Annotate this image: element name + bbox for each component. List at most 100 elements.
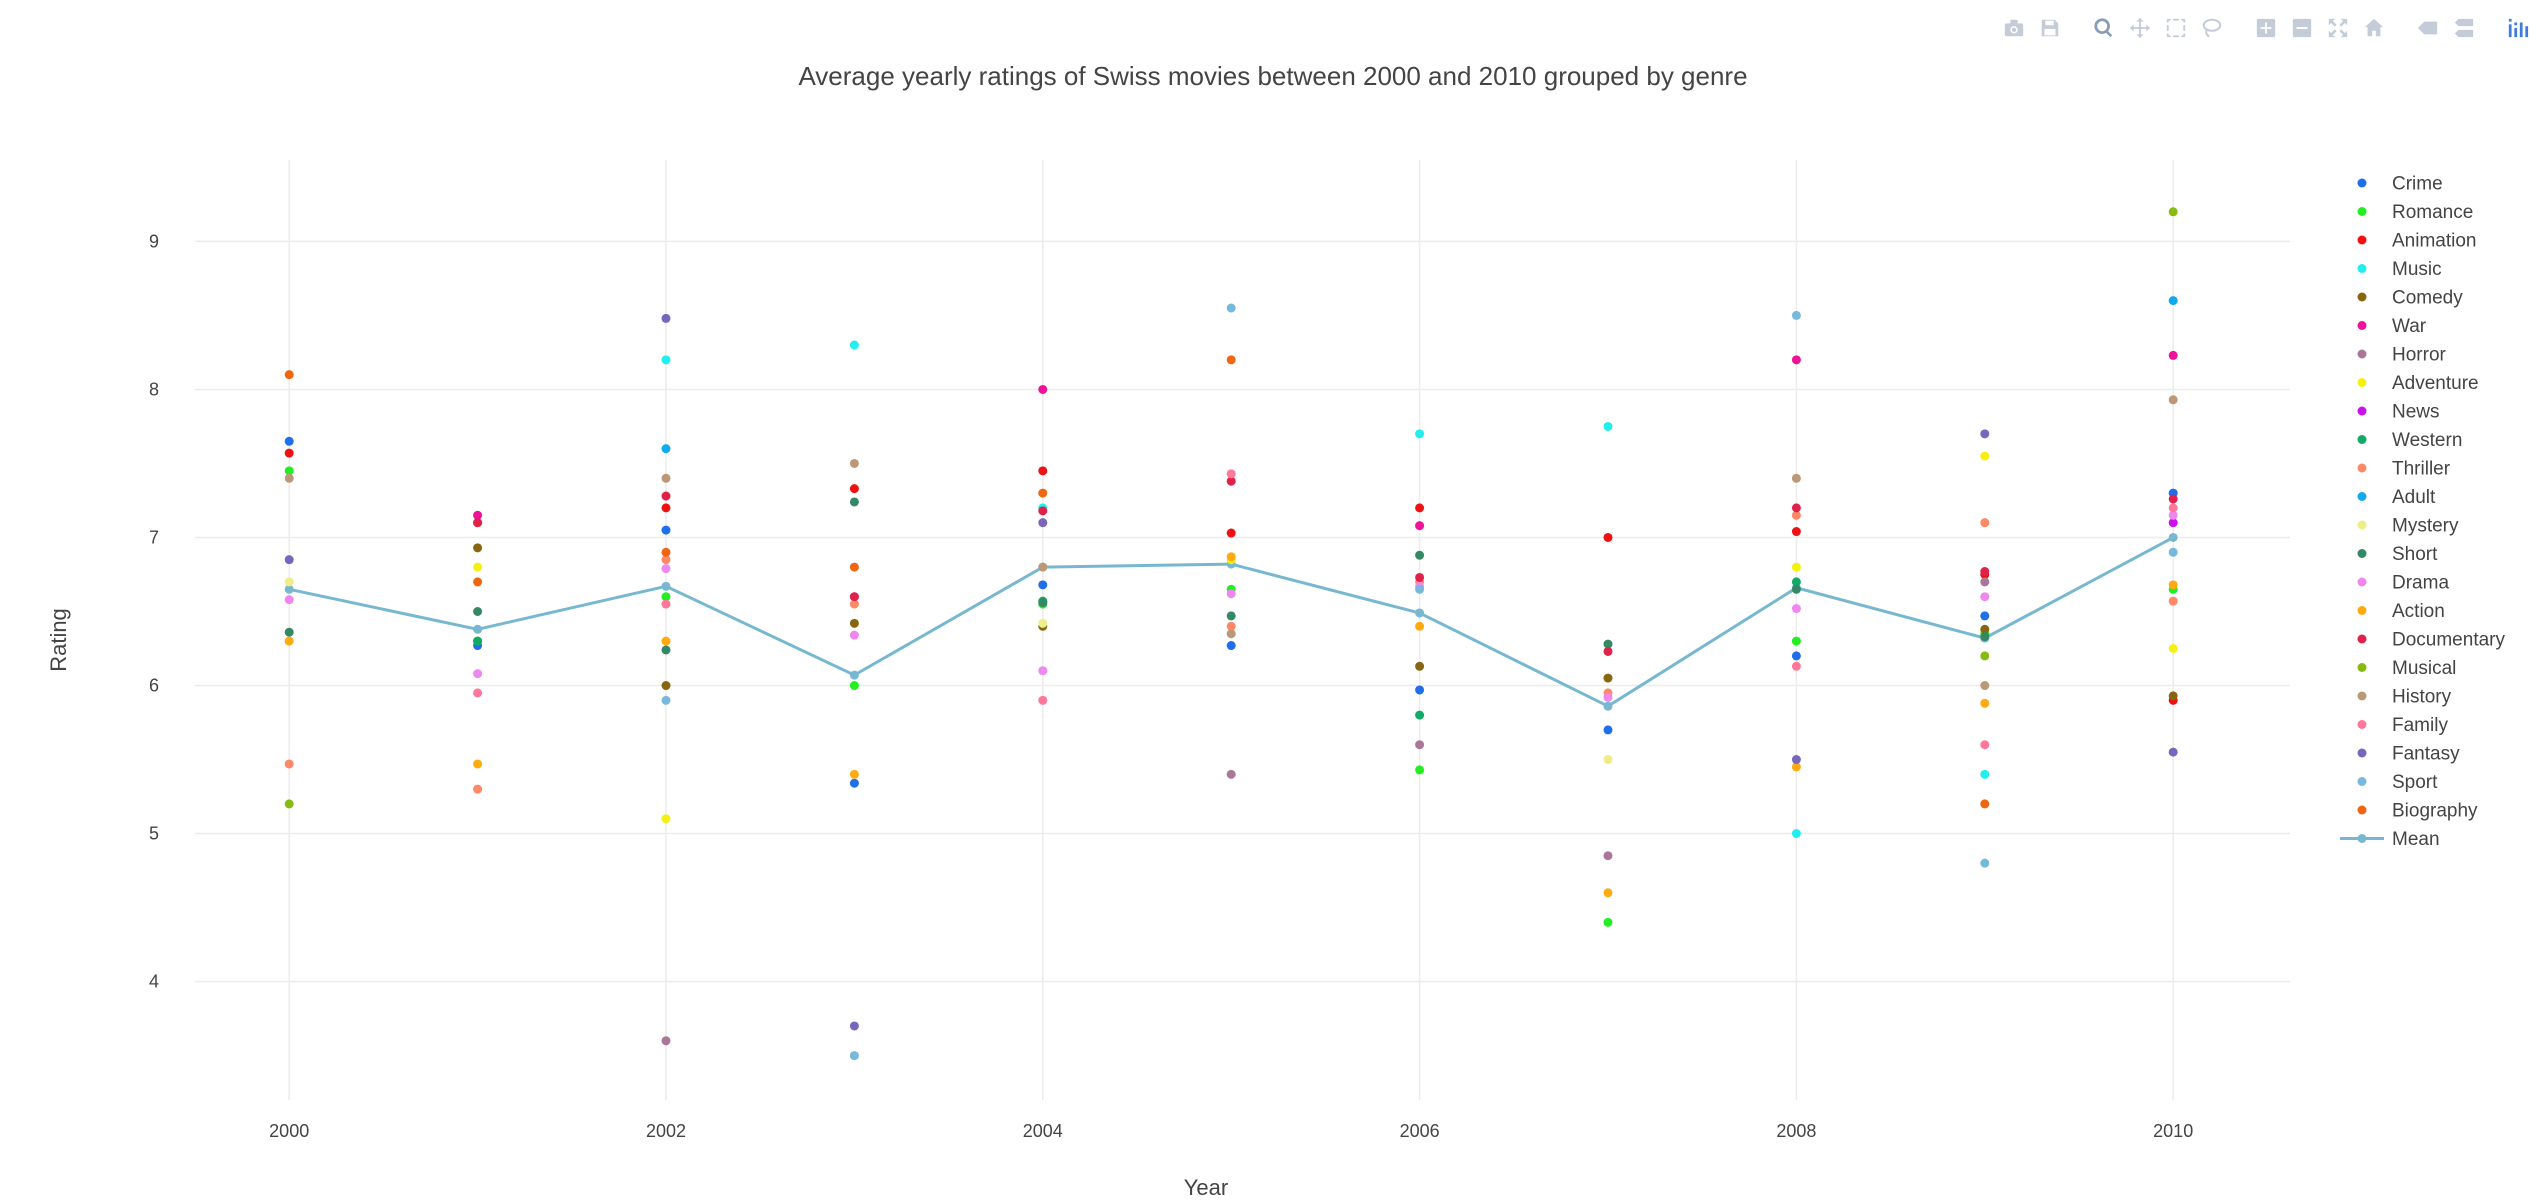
zoom-out-button[interactable]	[2286, 12, 2318, 44]
point-documentary[interactable]	[661, 491, 671, 501]
point-documentary[interactable]	[473, 518, 483, 528]
point-drama[interactable]	[284, 595, 294, 605]
point-crime[interactable]	[1226, 641, 1236, 651]
compare-hover-button[interactable]	[2448, 12, 2480, 44]
point-drama[interactable]	[1980, 592, 1990, 602]
legend-item-adventure[interactable]: Adventure	[2357, 373, 2479, 394]
point-short[interactable]	[1415, 550, 1425, 560]
legend-item-action[interactable]: Action	[2357, 601, 2445, 622]
point-mean[interactable]	[2168, 532, 2178, 542]
point-family[interactable]	[1980, 740, 1990, 750]
point-biography[interactable]	[1226, 355, 1236, 365]
point-animation[interactable]	[1226, 528, 1236, 538]
point-music[interactable]	[1603, 421, 1613, 431]
point-animation[interactable]	[661, 503, 671, 513]
point-drama[interactable]	[1603, 692, 1613, 702]
point-sport[interactable]	[849, 1051, 859, 1061]
point-western[interactable]	[1415, 710, 1425, 720]
point-crime[interactable]	[1603, 725, 1613, 735]
point-short[interactable]	[661, 645, 671, 655]
point-war[interactable]	[1791, 355, 1801, 365]
point-animation[interactable]	[1038, 466, 1048, 476]
point-fantasy[interactable]	[2168, 747, 2178, 757]
point-thriller[interactable]	[2168, 596, 2178, 606]
point-family[interactable]	[1791, 661, 1801, 671]
point-mystery[interactable]	[284, 577, 294, 587]
legend-item-romance[interactable]: Romance	[2357, 202, 2474, 223]
box-select-button[interactable]	[2160, 12, 2192, 44]
point-comedy[interactable]	[2168, 691, 2178, 701]
point-drama[interactable]	[473, 669, 483, 679]
point-horror[interactable]	[661, 1036, 671, 1046]
point-comedy[interactable]	[1603, 673, 1613, 683]
legend-item-animation[interactable]: Animation	[2357, 231, 2477, 252]
point-drama[interactable]	[661, 564, 671, 574]
point-adult[interactable]	[2168, 296, 2178, 306]
point-documentary[interactable]	[1038, 506, 1048, 516]
point-documentary[interactable]	[1791, 503, 1801, 513]
pan-button[interactable]	[2124, 12, 2156, 44]
point-short[interactable]	[284, 627, 294, 637]
point-history[interactable]	[661, 473, 671, 483]
legend-item-documentary[interactable]: Documentary	[2357, 630, 2506, 651]
point-short[interactable]	[1226, 611, 1236, 621]
point-short[interactable]	[1603, 639, 1613, 649]
point-comedy[interactable]	[1980, 624, 1990, 634]
point-sport[interactable]	[1226, 303, 1236, 313]
point-biography[interactable]	[1980, 799, 1990, 809]
point-action[interactable]	[2168, 580, 2178, 590]
point-animation[interactable]	[1791, 527, 1801, 537]
point-short[interactable]	[1980, 632, 1990, 642]
point-biography[interactable]	[284, 370, 294, 380]
point-adventure[interactable]	[1980, 451, 1990, 461]
point-family[interactable]	[1226, 469, 1236, 479]
point-action[interactable]	[1603, 888, 1613, 898]
autoscale-button[interactable]	[2322, 12, 2354, 44]
point-music[interactable]	[1415, 429, 1425, 439]
legend-item-biography[interactable]: Biography	[2357, 801, 2479, 822]
point-action[interactable]	[473, 759, 483, 769]
point-mystery[interactable]	[1038, 618, 1048, 628]
point-animation[interactable]	[1603, 532, 1613, 542]
point-musical[interactable]	[1980, 651, 1990, 661]
point-romance[interactable]	[1415, 765, 1425, 775]
point-documentary[interactable]	[1415, 572, 1425, 582]
point-animation[interactable]	[849, 484, 859, 494]
point-horror[interactable]	[1415, 740, 1425, 750]
point-action[interactable]	[1226, 552, 1236, 562]
point-mean[interactable]	[1415, 608, 1425, 618]
legend-item-musical[interactable]: Musical	[2357, 658, 2457, 679]
legend-item-war[interactable]: War	[2357, 316, 2427, 337]
point-romance[interactable]	[1791, 636, 1801, 646]
point-thriller[interactable]	[1980, 518, 1990, 528]
point-animation[interactable]	[1415, 503, 1425, 513]
point-animation[interactable]	[284, 448, 294, 458]
point-history[interactable]	[849, 458, 859, 468]
point-crime[interactable]	[661, 525, 671, 535]
point-history[interactable]	[2168, 395, 2178, 405]
point-history[interactable]	[284, 473, 294, 483]
point-biography[interactable]	[661, 547, 671, 557]
point-fantasy[interactable]	[1980, 429, 1990, 439]
point-musical[interactable]	[284, 799, 294, 809]
legend-item-sport[interactable]: Sport	[2357, 772, 2439, 793]
point-crime[interactable]	[284, 436, 294, 446]
point-drama[interactable]	[2168, 510, 2178, 520]
point-action[interactable]	[661, 636, 671, 646]
point-crime[interactable]	[1415, 685, 1425, 695]
point-western[interactable]	[1791, 577, 1801, 587]
point-mean[interactable]	[1603, 701, 1613, 711]
point-music[interactable]	[1791, 829, 1801, 839]
plotly-logo-button[interactable]	[2502, 12, 2534, 44]
point-music[interactable]	[661, 355, 671, 365]
point-sport[interactable]	[1791, 310, 1801, 320]
point-romance[interactable]	[661, 592, 671, 602]
save-button[interactable]	[2034, 12, 2066, 44]
point-thriller[interactable]	[1226, 621, 1236, 631]
point-history[interactable]	[1226, 629, 1236, 639]
point-thriller[interactable]	[1791, 510, 1801, 520]
point-family[interactable]	[473, 688, 483, 698]
legend-item-fantasy[interactable]: Fantasy	[2357, 744, 2461, 765]
point-short[interactable]	[1791, 584, 1801, 594]
legend-item-family[interactable]: Family	[2357, 715, 2449, 736]
